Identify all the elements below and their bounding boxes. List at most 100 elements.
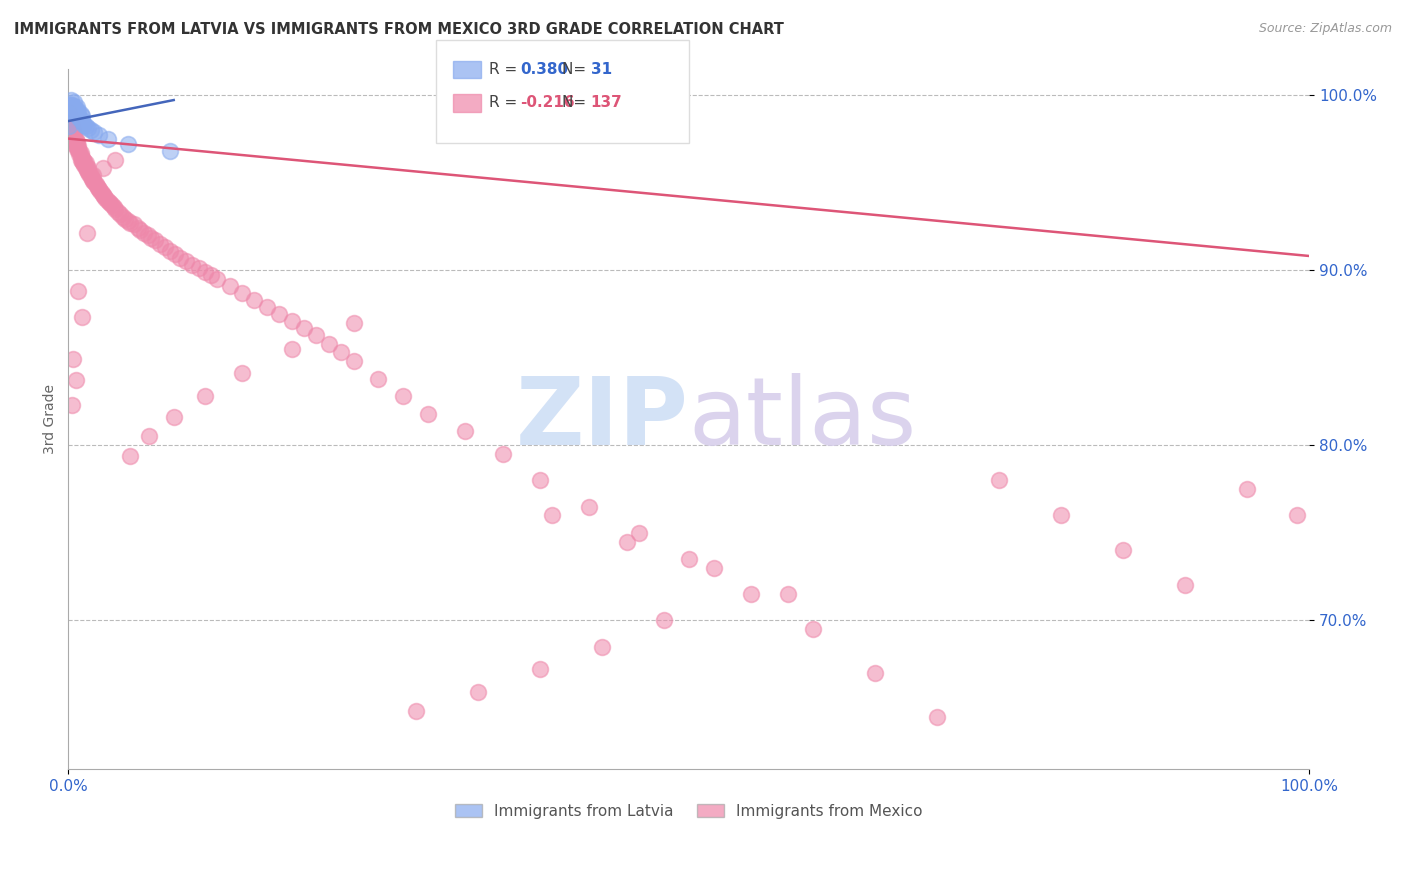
Text: ZIP: ZIP — [516, 373, 689, 465]
Point — [111, 211, 134, 225]
Point — [60, 103, 83, 118]
Text: -0.216: -0.216 — [520, 95, 575, 110]
Point — [138, 429, 160, 443]
Point — [491, 447, 513, 461]
Point — [159, 144, 181, 158]
Point — [67, 111, 90, 125]
Point — [243, 293, 266, 307]
Point — [163, 247, 186, 261]
Point — [75, 161, 97, 176]
Point — [163, 410, 186, 425]
Point — [58, 120, 80, 134]
Point — [132, 226, 155, 240]
Text: Source: ZipAtlas.com: Source: ZipAtlas.com — [1258, 22, 1392, 36]
Point — [87, 180, 110, 194]
Point — [67, 109, 90, 123]
Point — [103, 200, 125, 214]
Point — [66, 138, 89, 153]
Point — [97, 131, 120, 145]
Point — [89, 128, 111, 142]
Point — [117, 214, 139, 228]
Point — [67, 103, 90, 118]
Point — [67, 138, 90, 153]
Point — [187, 261, 209, 276]
Text: 31: 31 — [591, 62, 612, 77]
Point — [143, 233, 166, 247]
Point — [79, 169, 101, 183]
Point — [60, 118, 83, 132]
Legend: Immigrants from Latvia, Immigrants from Mexico: Immigrants from Latvia, Immigrants from … — [449, 797, 929, 825]
Point — [89, 182, 111, 196]
Point — [141, 231, 163, 245]
Point — [83, 125, 105, 139]
Point — [75, 156, 97, 170]
Point — [59, 116, 82, 130]
Point — [1112, 543, 1135, 558]
Point — [77, 165, 100, 179]
Point — [69, 153, 91, 167]
Point — [65, 107, 87, 121]
Point — [82, 174, 104, 188]
Point — [702, 561, 724, 575]
Point — [89, 184, 111, 198]
Point — [73, 118, 96, 132]
Point — [63, 129, 86, 144]
Point — [60, 121, 83, 136]
Point — [66, 100, 89, 114]
Point — [591, 640, 613, 654]
Point — [91, 161, 114, 176]
Point — [776, 587, 799, 601]
Point — [94, 191, 117, 205]
Point — [84, 177, 107, 191]
Point — [76, 160, 98, 174]
Point — [66, 135, 89, 149]
Point — [330, 345, 353, 359]
Point — [96, 193, 118, 207]
Point — [292, 320, 315, 334]
Point — [343, 354, 366, 368]
Point — [79, 170, 101, 185]
Point — [392, 389, 415, 403]
Point — [467, 685, 489, 699]
Point — [628, 525, 651, 540]
Point — [67, 147, 90, 161]
Point — [63, 133, 86, 147]
Point — [149, 236, 172, 251]
Point — [1174, 578, 1197, 592]
Text: 137: 137 — [591, 95, 623, 110]
Text: R =: R = — [489, 95, 523, 110]
Point — [62, 129, 84, 144]
Point — [104, 153, 127, 167]
Point — [72, 153, 94, 167]
Point — [63, 100, 86, 114]
Point — [62, 352, 84, 367]
Point — [91, 187, 114, 202]
Point — [120, 216, 142, 230]
Point — [60, 398, 83, 412]
Point — [93, 189, 115, 203]
Point — [90, 186, 112, 200]
Point — [740, 587, 762, 601]
Point — [231, 367, 253, 381]
Point — [454, 424, 477, 438]
Point — [305, 327, 328, 342]
Point — [343, 316, 366, 330]
Point — [129, 223, 152, 237]
Point — [269, 307, 291, 321]
Point — [76, 226, 98, 240]
Point — [194, 389, 217, 403]
Point — [65, 102, 87, 116]
Point — [67, 144, 90, 158]
Point — [218, 278, 240, 293]
Point — [280, 342, 302, 356]
Point — [62, 126, 84, 140]
Point — [69, 145, 91, 160]
Point — [79, 123, 101, 137]
Point — [69, 107, 91, 121]
Point — [578, 500, 600, 514]
Point — [59, 98, 82, 112]
Point — [66, 105, 89, 120]
Point — [75, 120, 97, 134]
Point — [1236, 482, 1258, 496]
Point — [77, 161, 100, 176]
